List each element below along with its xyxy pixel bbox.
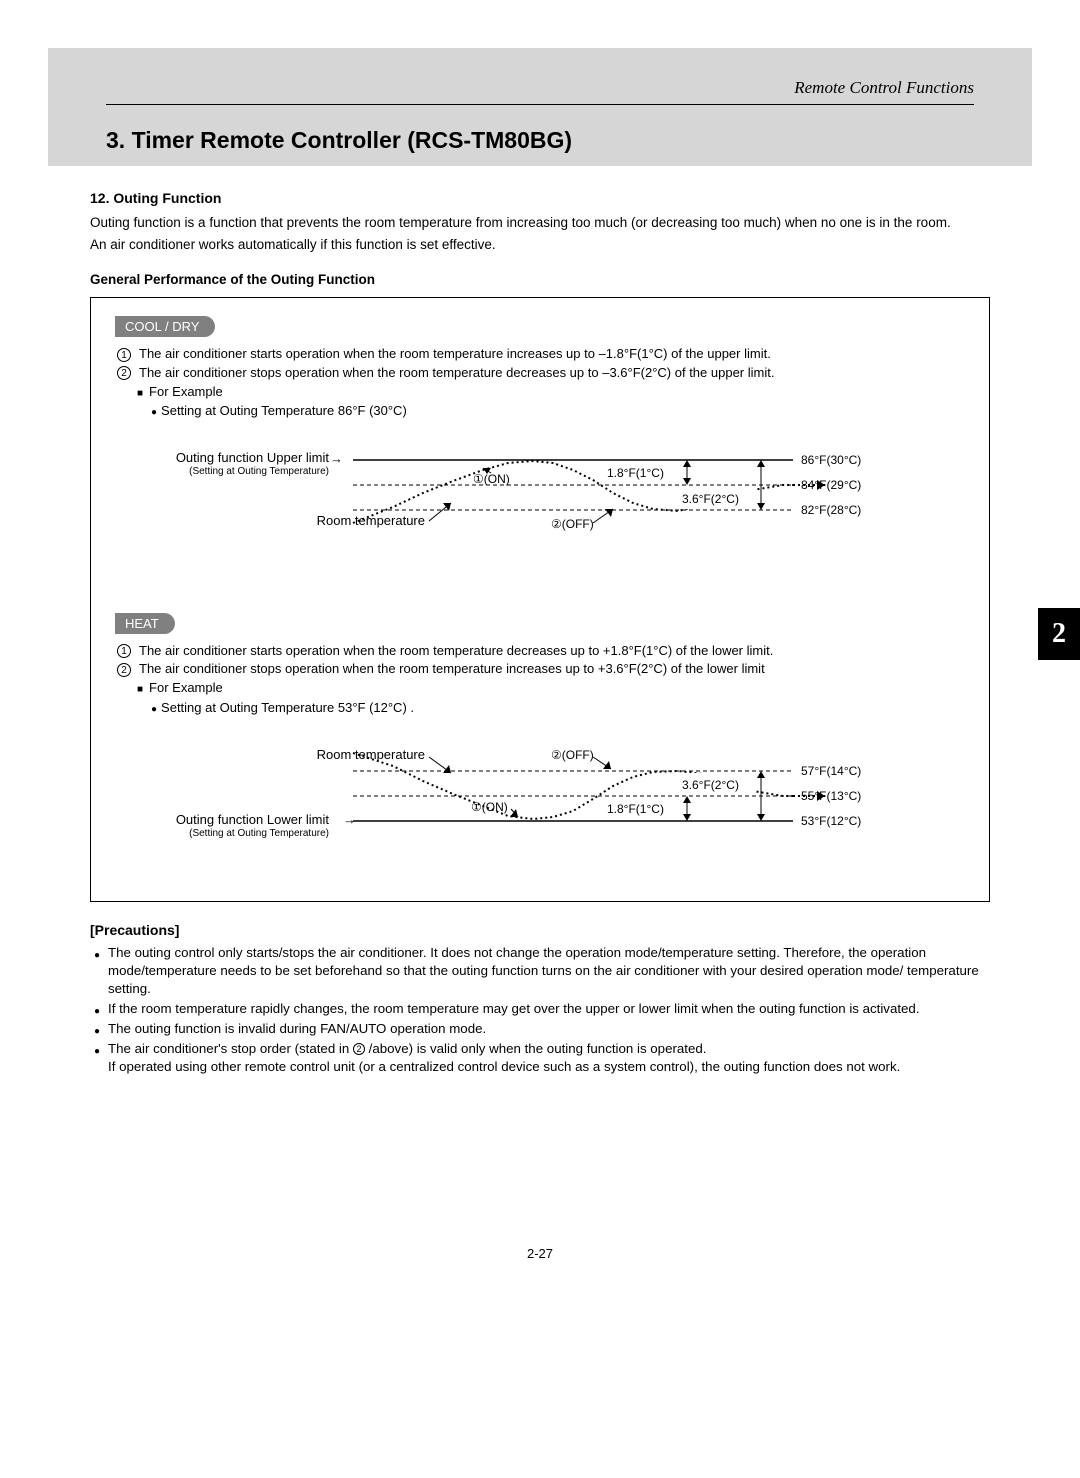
heat-example-label: For Example [137,678,971,698]
page-number: 2-27 [90,1246,990,1261]
cool-block: COOL / DRY 1The air conditioner starts o… [109,316,971,564]
svg-text:1.8°F(1°C): 1.8°F(1°C) [607,802,664,816]
svg-text:Room temperature: Room temperature [317,513,425,528]
diagram-box: COOL / DRY 1The air conditioner starts o… [90,297,990,902]
prec-4: The air conditioner's stop order (stated… [108,1040,990,1076]
heat-item-2: The air conditioner stops operation when… [139,660,765,678]
svg-text:→: → [330,451,343,466]
cool-example-label: For Example [137,382,971,402]
svg-text:53°F(12°C): 53°F(12°C) [801,814,861,828]
precautions-title: [Precautions] [90,922,990,938]
prec-1: The outing control only starts/stops the… [108,944,990,998]
heat-item-1: The air conditioner starts operation whe… [139,642,773,660]
heat-example-text: Setting at Outing Temperature 53°F (12°C… [151,698,971,718]
svg-text:84°F(29°C): 84°F(29°C) [801,478,861,492]
svg-text:①(ON): ①(ON) [471,800,508,814]
svg-text:82°F(28°C): 82°F(28°C) [801,503,861,517]
svg-text:1.8°F(1°C): 1.8°F(1°C) [607,466,664,480]
svg-text:Outing function Lower limit: Outing function Lower limit [176,812,330,827]
cool-item-2: The air conditioner stops operation when… [139,364,774,382]
svg-text:Outing function Upper limit: Outing function Upper limit [176,450,330,465]
svg-text:②(OFF): ②(OFF) [551,748,594,762]
svg-text:86°F(30°C): 86°F(30°C) [801,453,861,467]
svg-text:57°F(14°C): 57°F(14°C) [801,764,861,778]
running-head: Remote Control Functions [106,78,974,105]
body-para-1: Outing function is a function that preve… [90,214,990,232]
svg-text:(Setting at Outing Temperature: (Setting at Outing Temperature) [189,828,329,839]
svg-text:3.6°F(2°C): 3.6°F(2°C) [682,778,739,792]
page-title: 3. Timer Remote Controller (RCS-TM80BG) [106,127,974,154]
svg-text:→: → [343,812,356,827]
svg-text:②(OFF): ②(OFF) [551,517,594,531]
cool-chart: → Outing function Upper limit (Setting a… [109,435,971,565]
prec-3: The outing function is invalid during FA… [108,1020,990,1038]
cool-list: 1The air conditioner starts operation wh… [117,345,971,381]
header-band: Remote Control Functions 3. Timer Remote… [48,48,1032,166]
precautions-list: The outing control only starts/stops the… [90,944,990,1076]
body-para-2: An air conditioner works automatically i… [90,236,990,254]
heat-list: 1The air conditioner starts operation wh… [117,642,971,678]
heat-block: HEAT 1The air conditioner starts operati… [109,613,971,861]
cool-item-1: The air conditioner starts operation whe… [139,345,771,363]
heat-tag: HEAT [115,613,175,634]
subsection-title: General Performance of the Outing Functi… [90,272,990,287]
prec-2: If the room temperature rapidly changes,… [108,1000,990,1018]
svg-text:3.6°F(2°C): 3.6°F(2°C) [682,492,739,506]
page: Remote Control Functions 3. Timer Remote… [0,0,1080,1309]
svg-text:55°F(13°C): 55°F(13°C) [801,789,861,803]
svg-text:Room temperature: Room temperature [317,747,425,762]
svg-text:①(ON): ①(ON) [473,472,510,486]
content: 12. Outing Function Outing function is a… [48,190,1032,1261]
section-title: 12. Outing Function [90,190,990,206]
heat-chart: Outing function Lower limit → (Setting a… [109,731,971,861]
cool-example-text: Setting at Outing Temperature 86°F (30°C… [151,401,971,421]
cool-tag: COOL / DRY [115,316,215,337]
side-tab: 2 [1038,608,1080,660]
svg-text:(Setting at Outing Temperature: (Setting at Outing Temperature) [189,466,329,477]
